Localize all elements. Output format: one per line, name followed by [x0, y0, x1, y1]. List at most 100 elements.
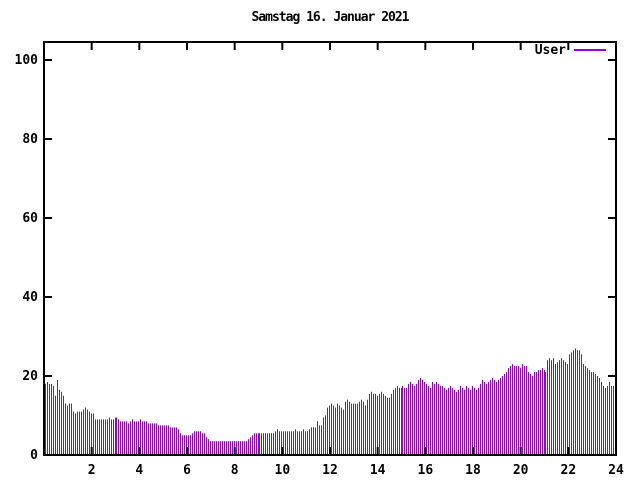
- bar: [422, 379, 423, 455]
- bar: [333, 405, 334, 455]
- bar: [553, 358, 554, 455]
- legend: User: [535, 43, 566, 58]
- bar: [128, 423, 129, 455]
- bar: [484, 381, 485, 455]
- bar: [472, 385, 473, 455]
- bar: [603, 385, 604, 455]
- bar: [325, 415, 326, 455]
- bar: [399, 387, 400, 455]
- bar: [57, 379, 58, 455]
- bar: [228, 441, 229, 455]
- x-tick-label: 6: [183, 463, 191, 478]
- bar: [130, 421, 131, 455]
- bar: [224, 441, 225, 455]
- x-tick-label: 14: [370, 463, 386, 478]
- bar: [204, 433, 205, 455]
- bar: [160, 425, 161, 455]
- bar: [265, 433, 266, 455]
- bar: [387, 397, 388, 455]
- bar: [65, 403, 66, 455]
- bar: [91, 413, 92, 455]
- bar: [200, 431, 201, 455]
- x-tick-label: 20: [513, 463, 529, 478]
- bar: [144, 421, 145, 455]
- bar: [194, 431, 195, 455]
- bar: [347, 399, 348, 455]
- bar: [357, 403, 358, 455]
- bar: [118, 419, 119, 455]
- bar: [61, 391, 62, 455]
- bar: [67, 405, 68, 455]
- bar: [549, 358, 550, 455]
- bar: [349, 401, 350, 455]
- bar: [277, 429, 278, 455]
- bar: [573, 350, 574, 455]
- x-tick-label: 24: [608, 463, 624, 478]
- bar: [476, 389, 477, 455]
- bar: [315, 427, 316, 455]
- bar: [109, 417, 110, 455]
- bar: [397, 385, 398, 455]
- bar: [402, 385, 403, 455]
- bar: [206, 437, 207, 455]
- bar: [577, 350, 578, 455]
- bar: [492, 378, 493, 455]
- bar: [512, 364, 513, 455]
- bar: [448, 387, 449, 455]
- bar: [230, 441, 231, 455]
- bar: [95, 419, 96, 455]
- bar: [240, 441, 241, 455]
- bar: [51, 383, 52, 455]
- x-tick-label: 16: [418, 463, 434, 478]
- bar: [279, 431, 280, 455]
- bar: [184, 435, 185, 456]
- bar: [353, 403, 354, 455]
- bar: [120, 421, 121, 455]
- bar: [395, 387, 396, 455]
- bar: [59, 389, 60, 455]
- bar: [261, 433, 262, 455]
- bar: [236, 441, 237, 455]
- bar: [246, 441, 247, 455]
- y-tick-label: 20: [22, 369, 38, 384]
- bar: [381, 391, 382, 455]
- x-tick-label: 12: [322, 463, 338, 478]
- bar: [532, 376, 533, 455]
- bar: [339, 405, 340, 455]
- bar: [71, 403, 72, 455]
- bar: [454, 389, 455, 455]
- y-tick-label: 60: [22, 211, 38, 226]
- bar: [323, 417, 324, 455]
- y-tick-label: 80: [22, 132, 38, 147]
- bar: [440, 385, 441, 455]
- bar: [252, 435, 253, 456]
- bar: [341, 407, 342, 455]
- bar: [613, 385, 614, 455]
- bar: [458, 389, 459, 455]
- bar: [222, 441, 223, 455]
- bar: [468, 387, 469, 455]
- bar: [343, 409, 344, 455]
- plot-border: [43, 41, 617, 456]
- bar: [269, 433, 270, 455]
- bar: [432, 381, 433, 455]
- bar: [113, 419, 114, 455]
- bar: [287, 431, 288, 455]
- bar: [466, 385, 467, 455]
- bar: [595, 374, 596, 455]
- bar: [190, 435, 191, 456]
- bar: [379, 393, 380, 455]
- bar: [158, 425, 159, 455]
- bar: [244, 441, 245, 455]
- bar: [555, 364, 556, 455]
- bar: [178, 429, 179, 455]
- bar: [301, 431, 302, 455]
- bar: [47, 381, 48, 455]
- bar: [216, 441, 217, 455]
- bar: [196, 431, 197, 455]
- bar: [452, 387, 453, 455]
- bar: [313, 427, 314, 455]
- bar: [327, 407, 328, 455]
- bar: [214, 441, 215, 455]
